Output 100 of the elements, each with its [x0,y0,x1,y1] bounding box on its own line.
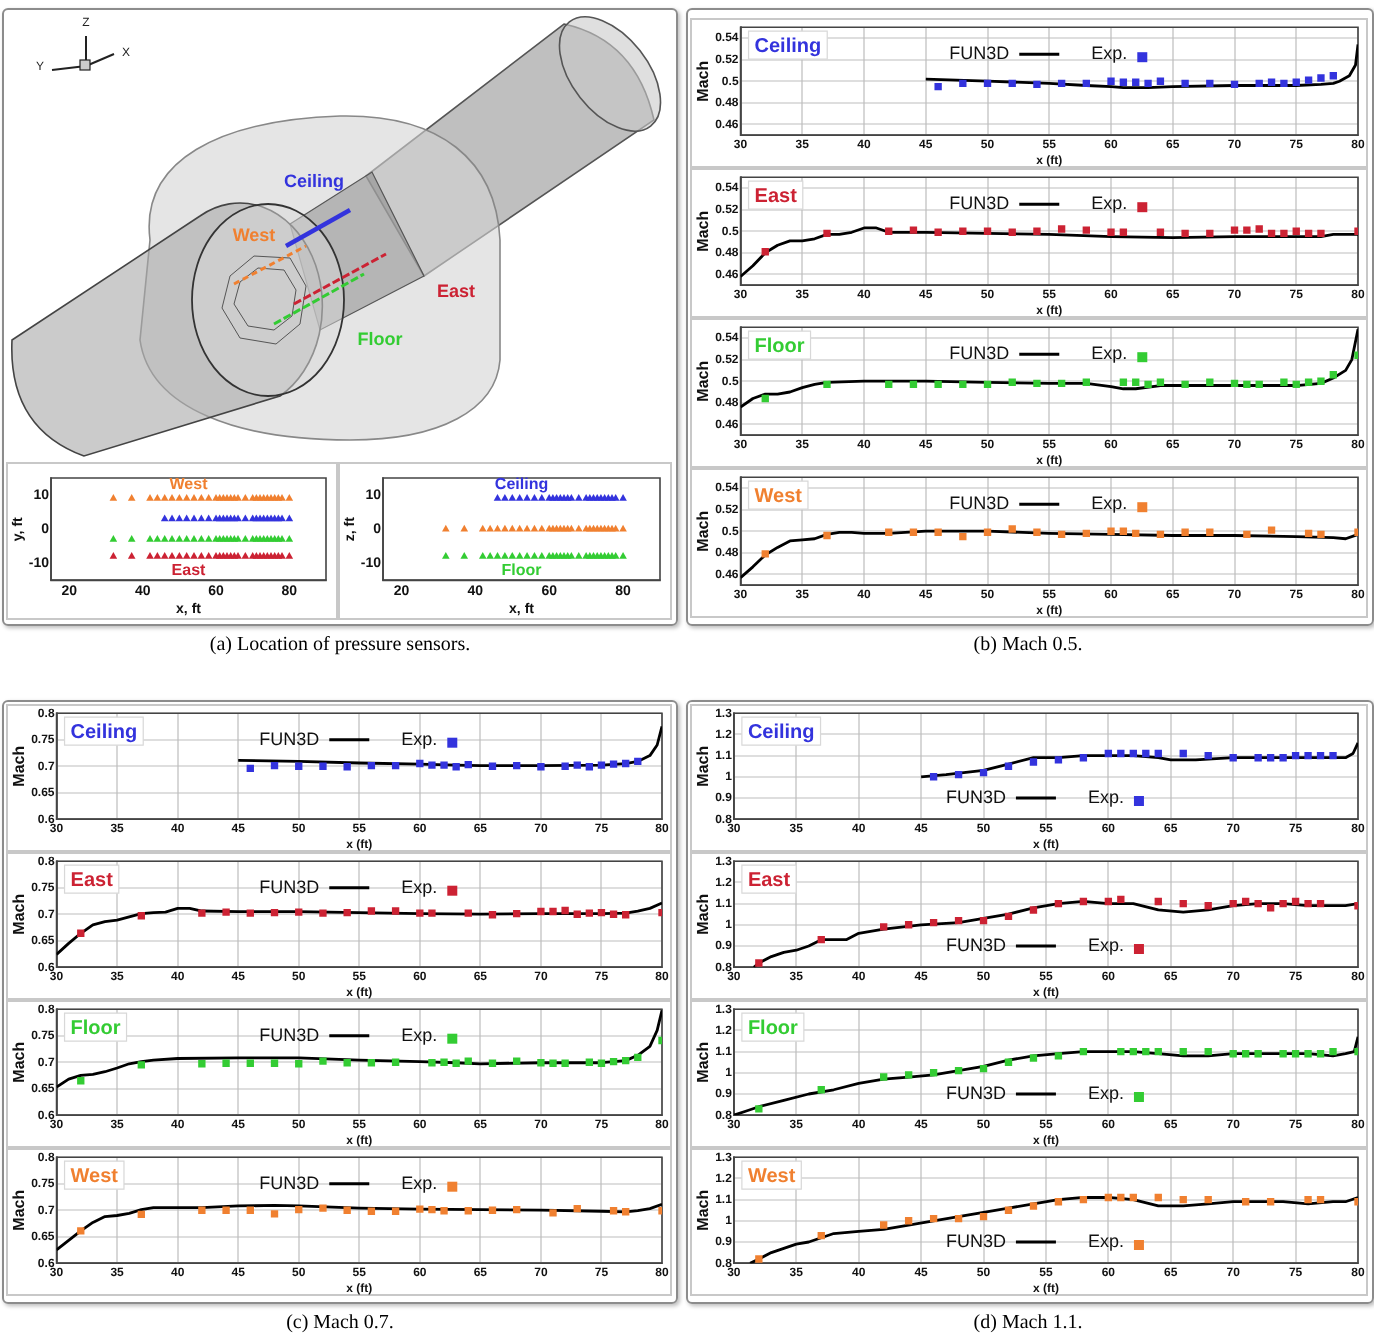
point [175,514,184,522]
legend-label: FUN3D [945,1082,1007,1103]
point [1029,1054,1038,1062]
point [285,535,294,542]
point [488,1059,497,1067]
point [478,552,487,559]
point [954,916,963,925]
point [1304,751,1312,760]
point [761,550,769,558]
point [1029,906,1038,914]
point [904,1217,913,1225]
point [1204,1047,1212,1056]
point [1329,1047,1337,1056]
point [1304,1050,1312,1058]
point [513,909,521,918]
point [1179,749,1187,758]
point [182,535,191,542]
point [190,535,198,542]
point [204,552,213,559]
point [175,552,184,559]
point [1181,229,1189,238]
point [1132,529,1140,538]
text: (d) Mach 1.1. [973,1312,1083,1336]
point [1179,1047,1187,1056]
point [246,1059,254,1067]
point [538,552,546,559]
point [160,552,169,559]
point [1204,1195,1212,1204]
point [619,552,627,559]
point [464,1057,472,1065]
point [622,1056,630,1065]
point [1054,899,1063,908]
point [1255,380,1263,389]
point [343,1059,351,1067]
point [523,552,531,559]
point [1129,1047,1137,1056]
point [1254,1050,1262,1058]
chart-title: West [747,1165,797,1188]
point [573,1204,581,1213]
legend-label: Exp. [401,1024,438,1045]
text: (c) Mach 0.7. [286,1312,394,1336]
chart-title: West [754,485,804,508]
point [1156,378,1165,386]
legend-label: FUN3D [259,1024,321,1045]
point [440,1058,448,1066]
point [1008,228,1016,236]
point [1129,1193,1137,1202]
point [885,227,893,235]
point [197,535,206,542]
y-axis-title: Mach [10,1041,29,1083]
y-axis-title: Mach [694,745,713,787]
point [979,768,988,777]
point [1229,1050,1237,1058]
point [1267,229,1276,238]
series-label: East [171,560,207,579]
point [1054,756,1063,764]
point [1057,379,1066,388]
point [979,916,988,925]
point [1316,1050,1325,1058]
point [1179,899,1187,908]
y-axis-title: Mach [694,60,713,102]
point [168,494,176,501]
point [1266,904,1275,912]
point [137,912,145,920]
point [1117,1047,1125,1056]
point [190,514,198,522]
point [1054,1198,1063,1206]
point [909,528,918,536]
point [127,535,136,542]
point [501,494,509,501]
point [1291,751,1300,760]
legend-label: Exp. [1091,493,1128,514]
point [1079,1047,1088,1056]
point [929,919,938,927]
point [285,552,294,559]
point [508,494,517,501]
point [1082,529,1090,538]
point [1206,229,1214,238]
point [1057,530,1066,539]
point [146,552,154,559]
point [817,1086,825,1094]
point [1304,899,1312,908]
point [160,514,169,522]
legend-label: Exp. [1087,786,1124,807]
legend-label: Exp. [401,1172,438,1193]
point [515,494,524,501]
point [1316,899,1325,908]
point [1291,1050,1300,1058]
point [1117,1193,1125,1202]
point [198,909,206,917]
point [168,535,176,542]
legend-label: FUN3D [949,493,1011,514]
y-axis-title: Mach [694,360,713,402]
point [391,1207,400,1215]
point [197,494,206,501]
point [1033,379,1041,388]
point [755,959,763,967]
point [270,1059,279,1067]
point [537,1059,545,1067]
point [929,1069,938,1077]
